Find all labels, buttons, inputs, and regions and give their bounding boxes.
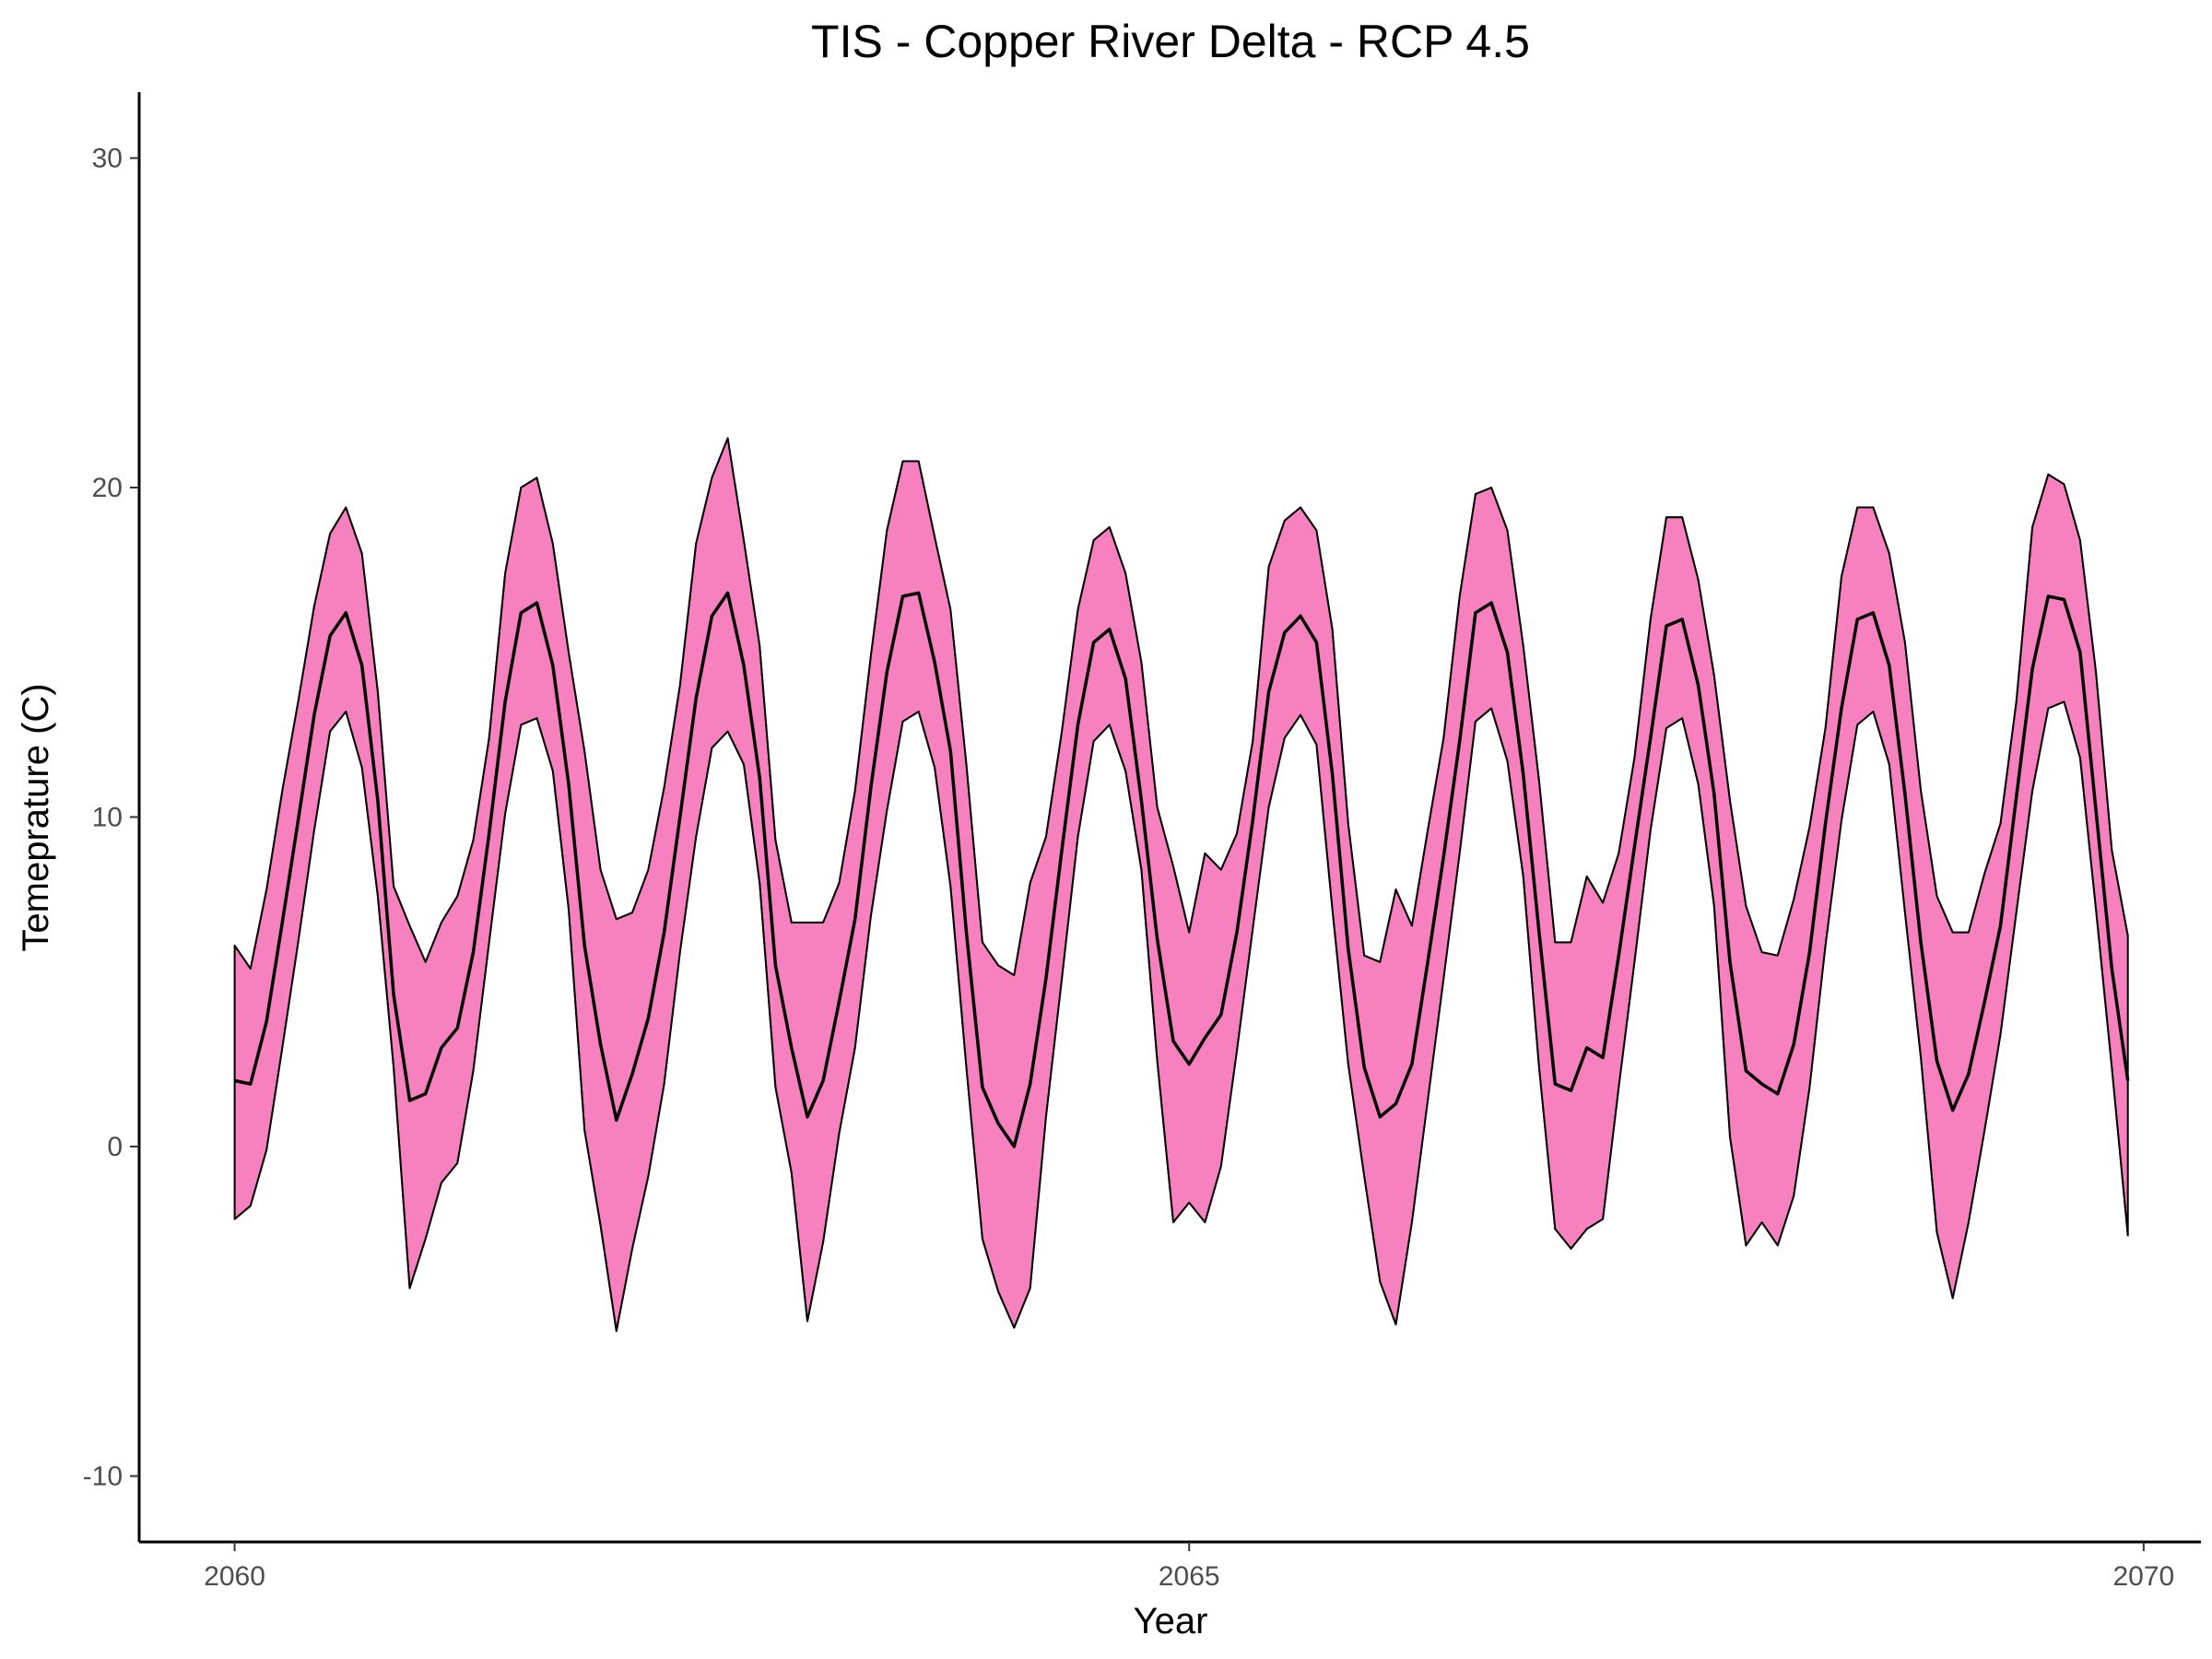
upper-bound-line — [233, 437, 2129, 976]
y-axis-ticks: -10 0 10 20 30 — [83, 144, 139, 1492]
y-tick-label: 30 — [92, 144, 123, 174]
y-axis-title: Temeprature (C) — [16, 683, 56, 951]
y-tick-label: 20 — [92, 473, 123, 503]
x-tick-label: 2060 — [204, 1561, 265, 1592]
x-axis-title: Year — [1134, 1601, 1208, 1641]
plot-area — [233, 437, 2130, 1333]
y-tick-label: -10 — [83, 1462, 123, 1492]
chart-title: TIS - Copper River Delta - RCP 4.5 — [811, 16, 1530, 67]
y-tick-label: 10 — [92, 803, 123, 833]
x-tick-label: 2070 — [2112, 1561, 2174, 1592]
mean-line — [234, 591, 2130, 1148]
x-axis-ticks: 2060 2065 2070 — [204, 1542, 2174, 1592]
lower-bound-line — [234, 700, 2129, 1333]
x-tick-label: 2065 — [1159, 1561, 1220, 1592]
y-tick-label: 0 — [107, 1132, 123, 1162]
axes: -10 0 10 20 30 2060 2065 2070 — [83, 92, 2201, 1592]
